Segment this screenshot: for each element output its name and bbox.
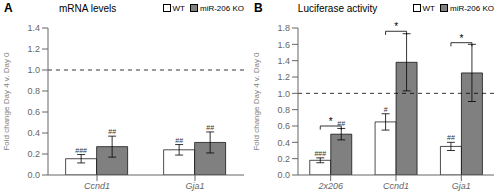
svg-text:1.6: 1.6 (277, 40, 290, 50)
svg-text:##: ## (108, 128, 116, 135)
svg-text:0.8: 0.8 (27, 86, 40, 96)
svg-text:##: ## (175, 137, 183, 144)
svg-text:0.8: 0.8 (277, 105, 290, 115)
html-text:Luciferase activity: Luciferase activity (297, 2, 378, 14)
svg-text:0.0: 0.0 (277, 170, 290, 180)
svg-text:1.2: 1.2 (277, 72, 290, 82)
html-text:mRNA levels: mRNA levels (59, 2, 117, 14)
svg-text:Ccnd1: Ccnd1 (84, 181, 110, 191)
svg-text:Gja1: Gja1 (452, 181, 471, 191)
html-text:miR-206 KO: miR-206 KO (200, 3, 244, 13)
svg-text:Gja1: Gja1 (185, 181, 204, 191)
svg-text:0.2: 0.2 (277, 154, 290, 164)
svg-text:0.4: 0.4 (27, 128, 40, 138)
html-text:B: B (254, 1, 263, 15)
html-text:A: A (4, 1, 13, 15)
svg-text:Fold change Day 4 v. Day 0: Fold change Day 4 v. Day 0 (252, 52, 261, 151)
svg-text:0.6: 0.6 (27, 107, 40, 117)
svg-text:*: * (394, 21, 398, 32)
svg-text:Ccnd1: Ccnd1 (383, 181, 409, 191)
html-text:WT: WT (422, 3, 435, 13)
svg-text:1.4: 1.4 (277, 56, 290, 66)
svg-text:###: ### (75, 147, 87, 154)
svg-text:##: ## (447, 134, 455, 141)
svg-text:1.0: 1.0 (27, 65, 40, 75)
svg-text:1.0: 1.0 (277, 89, 290, 99)
svg-text:*: * (329, 116, 333, 127)
svg-text:0.6: 0.6 (277, 121, 290, 131)
svg-text:0.0: 0.0 (27, 170, 40, 180)
svg-text:#: # (384, 106, 388, 113)
svg-text:###: ### (314, 150, 326, 157)
svg-text:1.8: 1.8 (277, 23, 290, 33)
svg-text:0.4: 0.4 (277, 138, 290, 148)
svg-text:0.2: 0.2 (27, 149, 40, 159)
html-text:miR-206 KO: miR-206 KO (450, 3, 494, 13)
svg-text:##: ## (206, 124, 214, 131)
svg-text:Fold change Day 4 v. Day 0: Fold change Day 4 v. Day 0 (8, 52, 11, 151)
svg-text:1.2: 1.2 (27, 44, 40, 54)
svg-text:2x206: 2x206 (317, 181, 343, 191)
svg-text:*: * (459, 33, 463, 44)
html-text:WT: WT (172, 3, 185, 13)
svg-text:1.4: 1.4 (27, 23, 40, 33)
